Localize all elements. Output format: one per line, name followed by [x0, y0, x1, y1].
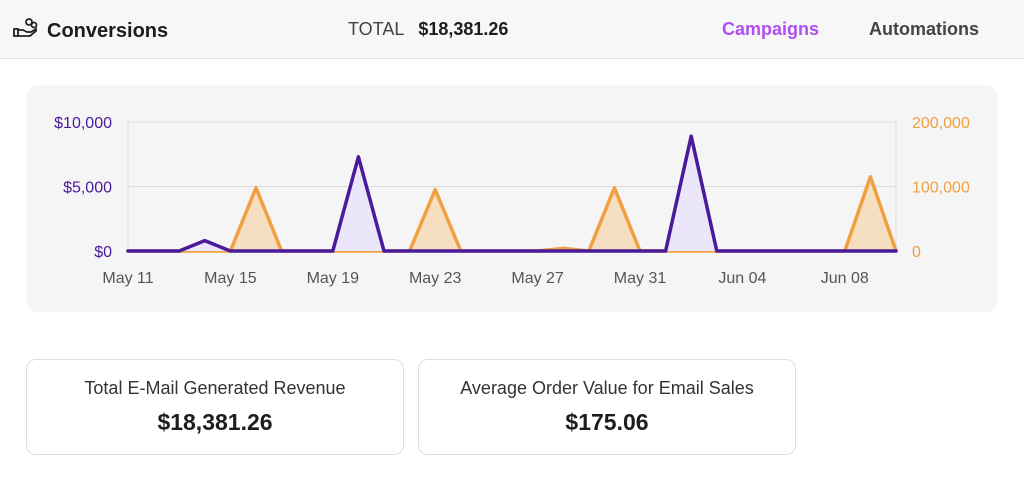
conversions-chart-card	[26, 85, 998, 312]
tab-campaigns[interactable]: Campaigns	[722, 19, 820, 39]
y-right-tick-label: 200,000	[912, 115, 970, 132]
series-area-1	[128, 176, 896, 251]
page-title-text: Conversions	[47, 19, 169, 42]
series-line-0	[126, 134, 898, 253]
total-summary: TOTAL $18,381.26	[348, 19, 508, 40]
y-left-tick-label: $5,000	[63, 180, 112, 197]
average-order-value-value: $175.06	[565, 409, 649, 435]
header-bar: Conversions TOTAL $18,381.26 Campaigns A…	[0, 0, 1024, 59]
x-tick-label: May 23	[409, 270, 462, 287]
y-left-tick-label: $10,000	[54, 115, 112, 132]
x-tick-label: May 19	[307, 270, 360, 287]
y-right-tick-label: 0	[912, 244, 921, 261]
tab-automations[interactable]: Automations	[869, 19, 979, 39]
series-area-0	[128, 136, 896, 251]
average-order-value-label: Average Order Value for Email Sales	[460, 378, 754, 398]
total-revenue-card: Total E-Mail Generated Revenue $18,381.2…	[26, 359, 404, 455]
x-tick-label: Jun 04	[718, 270, 766, 287]
hand-coins-icon	[13, 17, 39, 45]
x-tick-label: May 15	[204, 270, 257, 287]
total-value: $18,381.26	[418, 19, 509, 39]
y-right-tick-label: 100,000	[912, 180, 970, 197]
total-revenue-value: $18,381.26	[157, 409, 273, 435]
conversions-chart: $0 $5,000 $10,000 0 100,000 200,000 May 11 May …	[54, 115, 970, 287]
total-revenue-label: Total E-Mail Generated Revenue	[84, 378, 346, 398]
y-left-tick-label: $0	[94, 244, 112, 261]
page-title: Conversions	[13, 17, 168, 45]
x-tick-label: May 31	[614, 270, 667, 287]
average-order-value-card: Average Order Value for Email Sales $175…	[418, 359, 796, 455]
x-tick-label: May 27	[511, 270, 564, 287]
x-tick-label: May 11	[102, 270, 153, 287]
x-tick-label: Jun 08	[821, 270, 869, 287]
total-label: TOTAL	[348, 19, 405, 39]
